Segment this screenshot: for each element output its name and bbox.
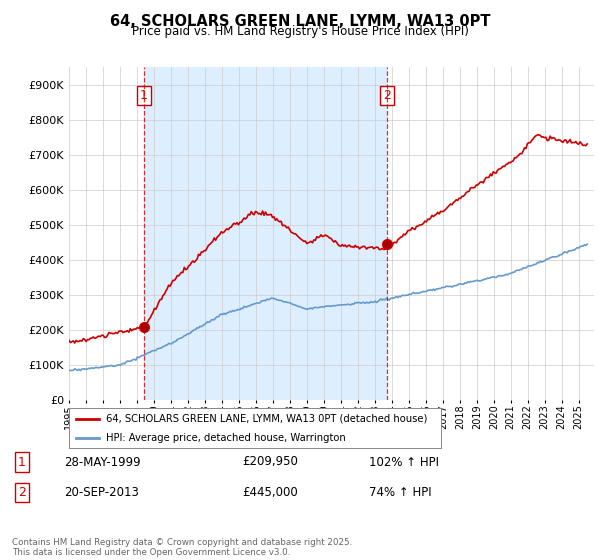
Text: Price paid vs. HM Land Registry's House Price Index (HPI): Price paid vs. HM Land Registry's House … [131,25,469,38]
Text: 20-SEP-2013: 20-SEP-2013 [64,486,139,500]
Text: 74% ↑ HPI: 74% ↑ HPI [369,486,432,500]
Bar [144,67,387,400]
Text: 1: 1 [140,88,148,102]
Text: Contains HM Land Registry data © Crown copyright and database right 2025.
This d: Contains HM Land Registry data © Crown c… [12,538,352,557]
Text: HPI: Average price, detached house, Warrington: HPI: Average price, detached house, Warr… [106,433,346,443]
Text: £445,000: £445,000 [242,486,298,500]
Text: 102% ↑ HPI: 102% ↑ HPI [369,455,439,469]
Text: 2: 2 [18,486,26,500]
Text: 28-MAY-1999: 28-MAY-1999 [64,455,140,469]
Text: 1: 1 [18,455,26,469]
Text: 64, SCHOLARS GREEN LANE, LYMM, WA13 0PT (detached house): 64, SCHOLARS GREEN LANE, LYMM, WA13 0PT … [106,414,428,424]
Text: £209,950: £209,950 [242,455,298,469]
Text: 64, SCHOLARS GREEN LANE, LYMM, WA13 0PT: 64, SCHOLARS GREEN LANE, LYMM, WA13 0PT [110,14,490,29]
Text: 2: 2 [383,88,391,102]
